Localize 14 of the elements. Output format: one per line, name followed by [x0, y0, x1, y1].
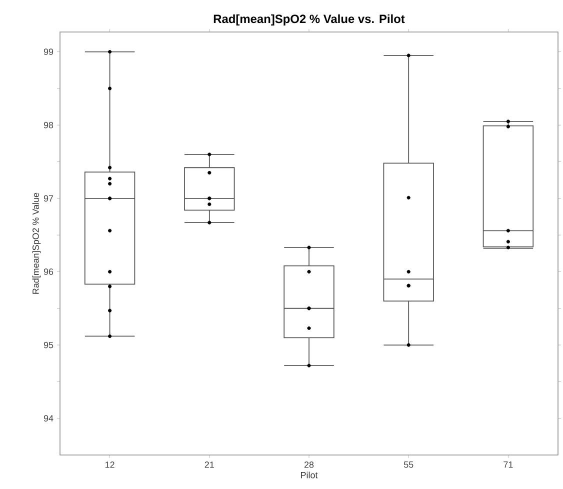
y-tick-label: 97: [44, 195, 54, 202]
y-axis-title: Rad[mean]SpO2 % Value: [32, 192, 41, 294]
y-tick-label: 95: [44, 342, 54, 348]
y-tick-label: 96: [44, 268, 54, 275]
y-tick-label: 94: [44, 415, 54, 422]
x-axis-title: Pilot: [301, 472, 318, 478]
x-tick-label: 28: [304, 462, 314, 468]
y-tick-label: 98: [44, 122, 54, 128]
y-tick-label: 99: [44, 48, 54, 55]
x-tick-label: 71: [504, 462, 513, 468]
x-tick-label: 21: [204, 462, 214, 468]
chart-title: Rad[mean]SpO2 % Value vs. Pilot: [214, 14, 405, 26]
x-tick-label: 12: [106, 462, 114, 468]
x-tick-label: 55: [404, 462, 414, 468]
